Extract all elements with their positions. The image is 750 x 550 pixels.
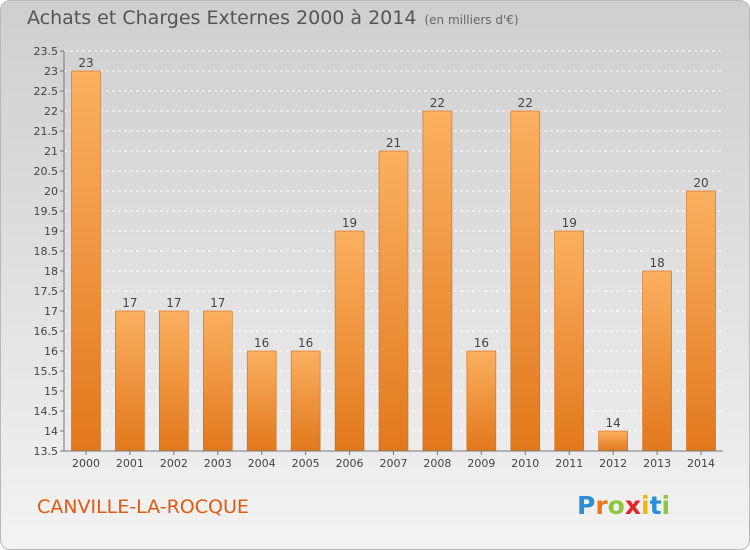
value-label: 17 bbox=[166, 296, 181, 310]
y-tick-label: 19.5 bbox=[34, 205, 59, 218]
x-tick-label: 2012 bbox=[599, 457, 627, 470]
y-tick-label: 16.5 bbox=[34, 325, 59, 338]
y-tick-label: 23 bbox=[44, 65, 58, 78]
x-tick-label: 2005 bbox=[292, 457, 320, 470]
value-label: 19 bbox=[562, 216, 577, 230]
y-tick-label: 20.5 bbox=[34, 165, 59, 178]
value-label: 21 bbox=[386, 136, 401, 150]
y-tick-label: 22 bbox=[44, 105, 58, 118]
bar-2000 bbox=[71, 70, 101, 452]
y-tick-label: 21.5 bbox=[34, 125, 59, 138]
y-tick-label: 15.5 bbox=[34, 365, 59, 378]
value-label: 19 bbox=[342, 216, 357, 230]
value-label: 14 bbox=[606, 416, 621, 430]
y-tick-label: 22.5 bbox=[34, 85, 59, 98]
x-tick-label: 2006 bbox=[336, 457, 364, 470]
x-tick-label: 2008 bbox=[423, 457, 451, 470]
x-tick-label: 2004 bbox=[248, 457, 276, 470]
value-label: 16 bbox=[298, 336, 313, 350]
proxiti-logo: Proxiti bbox=[577, 491, 670, 520]
value-label: 17 bbox=[122, 296, 137, 310]
x-tick-label: 2000 bbox=[72, 457, 100, 470]
bar-2011 bbox=[554, 230, 585, 452]
chart-unit: (en milliers d'€) bbox=[424, 13, 519, 27]
y-tick-label: 21 bbox=[44, 145, 58, 158]
axes bbox=[63, 51, 723, 455]
chart-title: Achats et Charges Externes 2000 à 2014 (e… bbox=[27, 7, 519, 29]
chart-title-text: Achats et Charges Externes 2000 à 2014 bbox=[27, 7, 417, 29]
value-label: 17 bbox=[210, 296, 225, 310]
logo-letter: o bbox=[607, 491, 625, 520]
value-label: 22 bbox=[430, 96, 445, 110]
bar-2006 bbox=[334, 230, 365, 452]
logo-letter: x bbox=[624, 491, 641, 520]
y-tick-label: 14 bbox=[44, 425, 58, 438]
y-tick-label: 19 bbox=[44, 225, 58, 238]
logo-letter: i bbox=[641, 491, 650, 520]
logo-letter: t bbox=[649, 491, 662, 520]
bar-2003 bbox=[202, 310, 233, 452]
x-tick-label: 2001 bbox=[116, 457, 144, 470]
y-tick-label: 15 bbox=[44, 385, 58, 398]
x-tick-labels: 2000 2001 2002 2003 2004 2005 2006 2007 2008 2009… bbox=[72, 457, 715, 470]
value-label: 20 bbox=[693, 176, 708, 190]
x-tick-label: 2013 bbox=[643, 457, 671, 470]
y-tick-label: 20 bbox=[44, 185, 58, 198]
bar-2007 bbox=[378, 150, 409, 452]
logo-letter: i bbox=[661, 491, 671, 520]
x-tick-label: 2007 bbox=[380, 457, 408, 470]
commune-name: CANVILLE-LA-ROCQUE bbox=[37, 496, 249, 518]
bar-2005 bbox=[290, 350, 321, 452]
value-label: 16 bbox=[474, 336, 489, 350]
x-tick-label: 2003 bbox=[204, 457, 232, 470]
y-tick-label: 16 bbox=[44, 345, 58, 358]
bars bbox=[71, 70, 716, 452]
bar-2004 bbox=[246, 350, 277, 452]
value-labels: 23 17 17 17 16 16 19 21 22 16 22 19 14 18 20 bbox=[78, 56, 708, 430]
bar-2010 bbox=[510, 110, 541, 452]
x-tick-label: 2014 bbox=[687, 457, 715, 470]
bar-2014 bbox=[686, 190, 716, 452]
bar-2002 bbox=[159, 310, 189, 452]
x-tick-label: 2011 bbox=[555, 457, 583, 470]
y-tick-label: 18.5 bbox=[34, 245, 59, 258]
x-tick-label: 2010 bbox=[511, 457, 539, 470]
bar-2012 bbox=[598, 430, 628, 452]
value-label: 16 bbox=[254, 336, 269, 350]
y-tick-label: 13.5 bbox=[34, 445, 59, 458]
y-tick-label: 18 bbox=[44, 265, 58, 278]
value-label: 18 bbox=[649, 256, 664, 270]
x-tick-label: 2002 bbox=[160, 457, 188, 470]
bar-2001 bbox=[115, 310, 145, 452]
x-tick-label: 2009 bbox=[467, 457, 495, 470]
bar-2009 bbox=[466, 350, 497, 452]
bar-2008 bbox=[422, 110, 453, 452]
y-tick-label: 17.5 bbox=[34, 285, 59, 298]
logo-letter: P bbox=[577, 491, 596, 520]
bar-2013 bbox=[642, 270, 672, 452]
y-tick-label: 14.5 bbox=[34, 405, 59, 418]
logo-letter: r bbox=[595, 491, 608, 520]
y-tick-label: 23.5 bbox=[34, 45, 59, 58]
y-tick-labels: 13.5 14 14.5 15 15.5 16 16.5 17 17.5 18 18.5 19 19.5… bbox=[34, 45, 59, 458]
value-label: 23 bbox=[78, 56, 93, 70]
y-tick-label: 17 bbox=[44, 305, 58, 318]
value-label: 22 bbox=[518, 96, 533, 110]
